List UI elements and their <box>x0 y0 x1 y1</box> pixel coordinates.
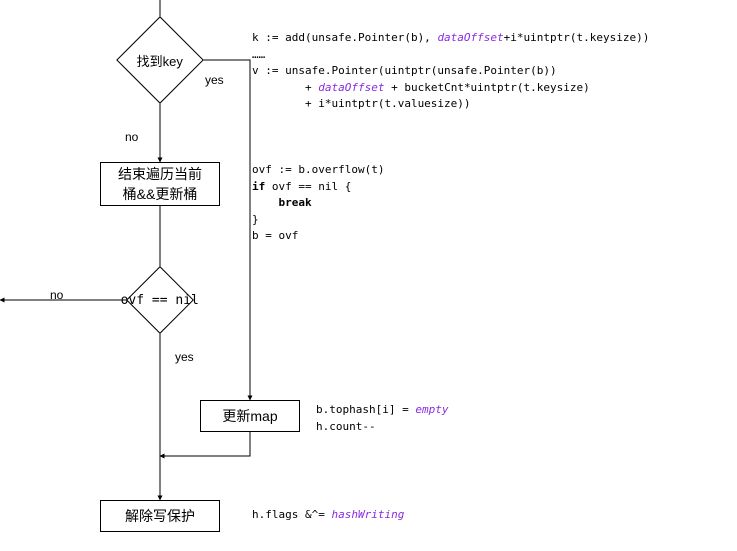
process-end-traverse: 结束遍历当前 桶&&更新桶 <box>100 162 220 206</box>
edge-label: yes <box>205 73 224 87</box>
process-release-lock-label: 解除写保护 <box>125 506 195 526</box>
edge-label: no <box>125 130 138 144</box>
decision-ovf-nil-label: ovf == nil <box>121 293 199 308</box>
code-block-kv: k := add(unsafe.Pointer(b), dataOffset+i… <box>252 30 649 113</box>
process-release-lock: 解除写保护 <box>100 500 220 532</box>
process-end-traverse-label: 结束遍历当前 桶&&更新桶 <box>118 164 202 204</box>
process-update-map-label: 更新map <box>222 406 277 426</box>
decision-find-key: 找到key <box>116 16 204 104</box>
edge-label: yes <box>175 350 194 364</box>
code-block-tophash: b.tophash[i] = emptyh.count-- <box>316 402 448 435</box>
decision-find-key-label: 找到key <box>137 50 183 69</box>
process-update-map: 更新map <box>200 400 300 432</box>
code-block-overflow: ovf := b.overflow(t)if ovf == nil { brea… <box>252 162 384 245</box>
edge <box>192 60 250 400</box>
edge-label: no <box>50 288 63 302</box>
decision-ovf-nil: ovf == nil <box>126 266 194 334</box>
edge <box>160 432 250 456</box>
code-block-flags: h.flags &^= hashWriting <box>252 507 404 524</box>
